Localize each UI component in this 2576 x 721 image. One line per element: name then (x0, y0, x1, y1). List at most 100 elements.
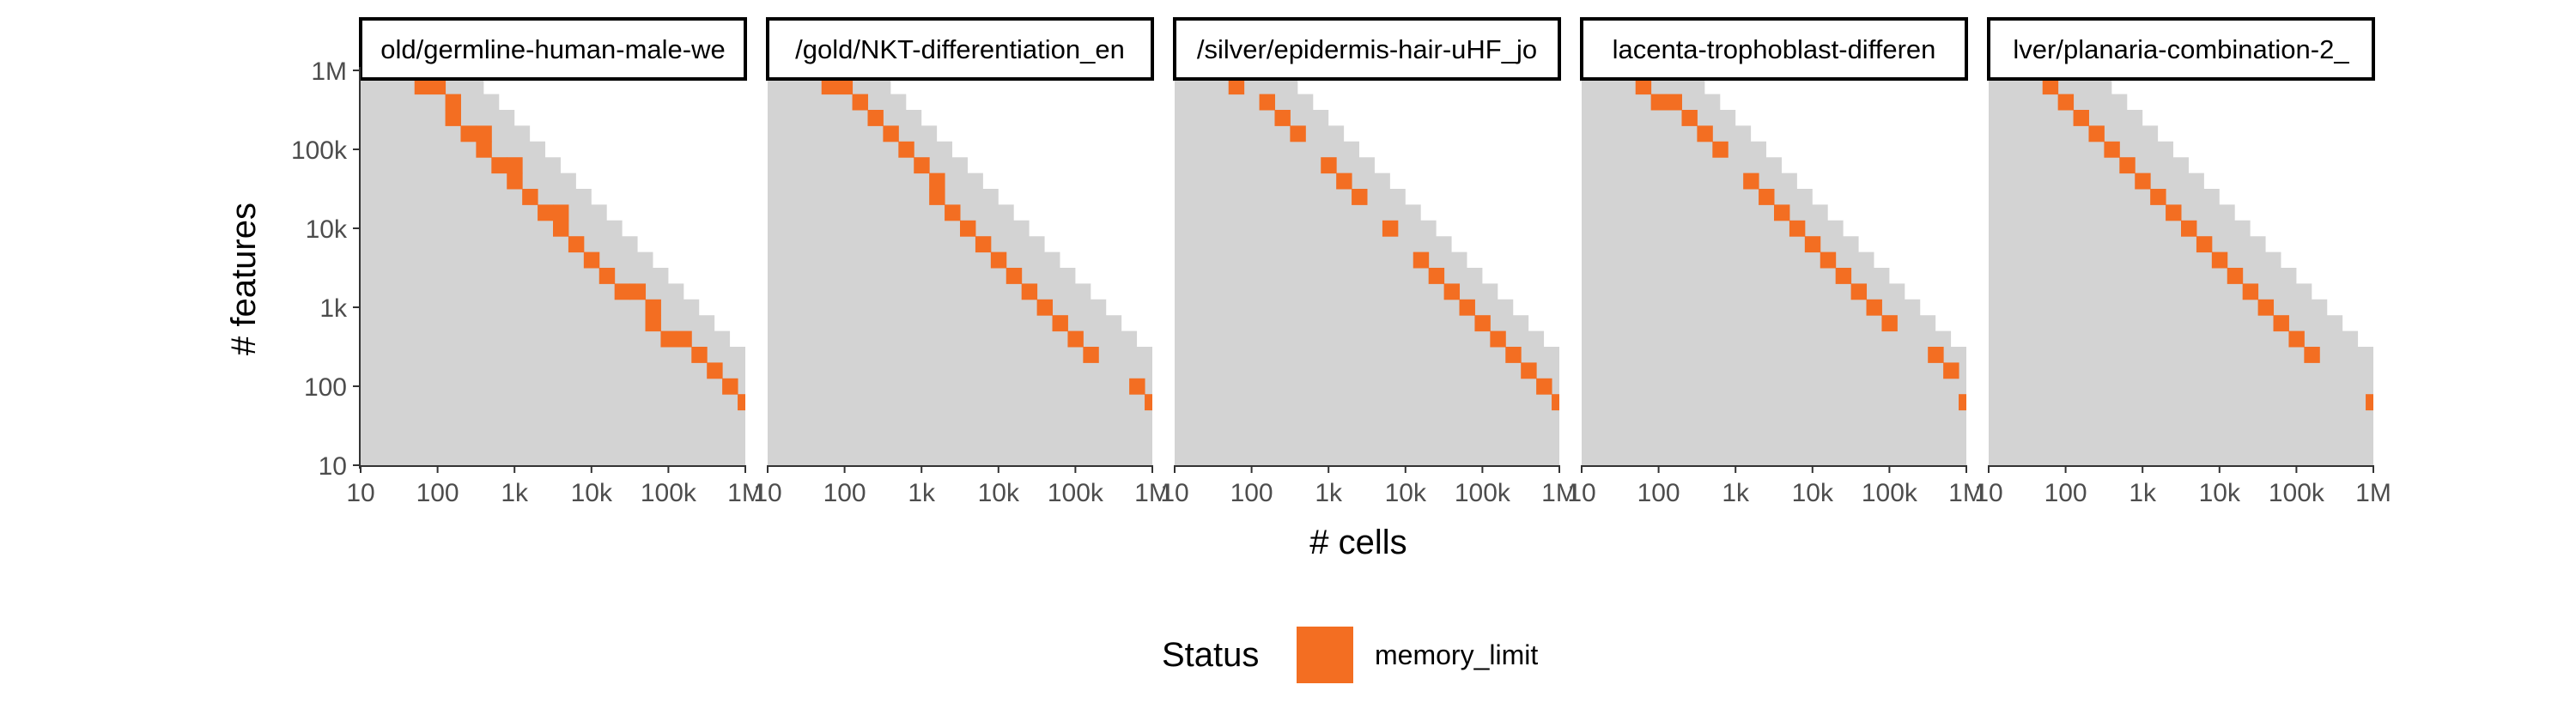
memory-limit-cell (1443, 283, 1461, 300)
facet-strip (1987, 17, 2375, 81)
x-tick-label: 100 (1637, 479, 1680, 507)
memory-limit-cell (852, 94, 868, 111)
facet-strip (766, 17, 1154, 81)
memory-limit-cell (2073, 110, 2089, 126)
memory-limit-cell (1490, 330, 1506, 348)
memory-limit-cell (460, 125, 477, 142)
panel-cells (1175, 70, 1559, 465)
x-tick-label: 100k (1455, 479, 1511, 507)
x-tick-label: 10k (978, 479, 1020, 507)
x-tick-label: 1M (727, 479, 763, 507)
memory-limit-cell (2304, 347, 2320, 363)
memory-limit-cell (1474, 315, 1491, 332)
facet-strip (359, 17, 747, 81)
memory-limit-cell (1005, 268, 1023, 284)
x-tick-label: 100k (641, 479, 697, 507)
memory-limit-cell (1505, 347, 1522, 363)
evaluated-region (361, 70, 745, 465)
x-tick-label: 1M (1541, 479, 1577, 507)
legend-key-memory-limit (1297, 627, 1353, 683)
memory-limit-cell (1681, 110, 1698, 126)
memory-limit-cell (1459, 299, 1475, 316)
memory-limit-cell (1635, 78, 1652, 95)
x-tick-label: 1M (1134, 479, 1170, 507)
memory-limit-cell (445, 110, 461, 126)
facet-title: /gold/NKT-differentiation_en (795, 34, 1125, 64)
evaluated-region (768, 70, 1152, 465)
panels-layer: 10 100 1k 10k 100k 1M old/germline-human-male-… (346, 17, 2391, 507)
memory-limit-cell (414, 78, 431, 95)
y-tick-label: 100k (291, 136, 348, 165)
facet-panel: 10 100 1k 10k 100k 1M/silver/epidermis-hair-u… (1160, 17, 1577, 507)
facet-title: lacenta-trophoblast-differen (1613, 34, 1936, 64)
memory-limit-cell (2104, 141, 2120, 158)
x-tick-label: 100 (1230, 479, 1273, 507)
memory-limit-cell (722, 378, 738, 395)
legend-title: Status (1162, 636, 1259, 674)
memory-limit-cell (945, 204, 961, 221)
memory-limit-cell (738, 394, 745, 411)
y-axis: 10 100 1k 10k 100k 1M (291, 58, 361, 481)
x-tick-label: 10 (1974, 479, 2002, 507)
memory-limit-cell (1290, 125, 1306, 142)
memory-limit-cell (1759, 189, 1775, 205)
memory-limit-cell (507, 173, 523, 190)
x-tick-label: 1k (1315, 479, 1343, 507)
memory-limit-cell (1804, 236, 1821, 253)
memory-limit-cell (1881, 315, 1898, 332)
memory-limit-cell (2273, 315, 2289, 332)
memory-limit-cell (1521, 362, 1537, 379)
memory-limit-cell (538, 204, 554, 221)
memory-limit-cell (1036, 299, 1054, 316)
x-tick-label: 1M (2355, 479, 2391, 507)
memory-limit-cell (2088, 125, 2105, 142)
x-tick-label: 10 (753, 479, 781, 507)
evaluated-region (1582, 70, 1966, 465)
memory-limit-cell (1743, 173, 1759, 190)
memory-limit-cell (1697, 125, 1713, 142)
memory-limit-cell (676, 330, 692, 348)
memory-limit-cell (553, 220, 569, 237)
x-tick-label: 10 (346, 479, 374, 507)
memory-limit-cell (898, 141, 914, 158)
memory-limit-cell (2366, 394, 2373, 411)
memory-limit-cell (507, 157, 523, 174)
memory-limit-cell (2057, 94, 2075, 111)
legend-label-memory-limit: memory_limit (1375, 639, 1538, 670)
memory-limit-cell (1083, 347, 1099, 363)
memory-limit-cell (1274, 110, 1291, 126)
memory-limit-cell (1943, 362, 1959, 379)
memory-limit-cell (883, 125, 899, 142)
panel-cells (361, 70, 745, 465)
y-tick-label: 10 (319, 452, 347, 481)
memory-limit-cell (975, 236, 992, 253)
memory-limit-cell (429, 78, 447, 95)
memory-limit-cell (2119, 157, 2136, 174)
memory-limit-cell (583, 251, 600, 269)
memory-limit-cell (445, 94, 461, 111)
y-tick-label: 10k (306, 215, 348, 244)
x-tick-label: 1M (1948, 479, 1984, 507)
memory-limit-cell (1129, 378, 1145, 395)
memory-limit-cell (629, 283, 647, 300)
x-tick-label: 10k (1792, 479, 1834, 507)
x-tick-label: 1k (2129, 479, 2157, 507)
memory-limit-cell (645, 315, 661, 332)
facet-strip (1173, 17, 1561, 81)
memory-limit-cell (1067, 330, 1084, 348)
memory-limit-cell (1666, 94, 1682, 111)
memory-limit-cell (491, 157, 507, 174)
memory-limit-cell (821, 78, 838, 95)
memory-limit-cell (960, 220, 976, 237)
memory-limit-cell (1866, 299, 1882, 316)
memory-limit-cell (1536, 378, 1552, 395)
memory-limit-cell (1428, 268, 1445, 284)
x-tick-label: 100 (416, 479, 459, 507)
memory-limit-cell (2181, 220, 2197, 237)
facet-title: /silver/epidermis-hair-uHF_jo (1197, 34, 1537, 64)
x-tick-label: 100k (2269, 479, 2325, 507)
memory-limit-cell (2166, 204, 2182, 221)
memory-limit-cell (1789, 220, 1806, 237)
memory-limit-cell (1835, 268, 1852, 284)
